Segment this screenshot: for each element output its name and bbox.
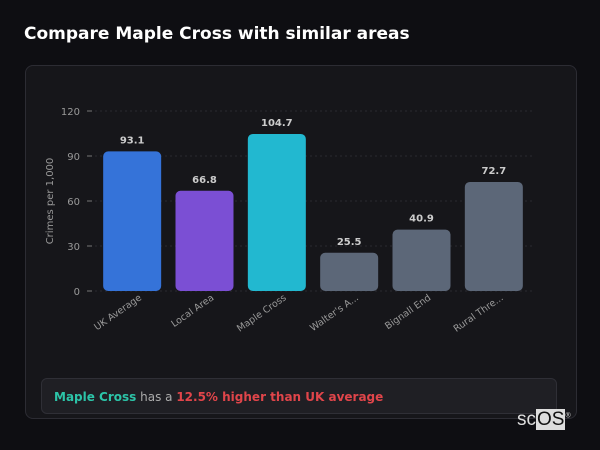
x-tick-label: Local Area [169,292,216,329]
note-text: has a [136,390,177,404]
bar [175,190,234,291]
bar [464,181,523,291]
page-title: Compare Maple Cross with similar areas [24,24,410,44]
x-tick-label: UK Average [92,292,144,333]
x-tick-label: Maple Cross [235,292,289,334]
comparison-note: Maple Cross has a 12.5% higher than UK a… [41,378,557,414]
x-tick-label: Rural Thre... [452,292,506,334]
y-tick-label: 60 [67,197,80,208]
data-label: 25.5 [337,237,362,248]
data-label: 72.7 [481,166,506,177]
x-tick-label: Walter's A... [308,292,361,334]
data-label: 104.7 [261,118,293,129]
y-tick-label: 0 [74,287,80,298]
data-label: 40.9 [409,214,434,225]
y-tick-label: 120 [61,107,80,118]
scos-logo: scOS® [517,409,571,430]
comparison-value: 12.5% higher than UK average [176,390,384,404]
x-tick-label: Bignall End [383,292,433,332]
y-axis-label: Crimes per 1,000 [45,158,56,245]
data-label: 66.8 [192,175,217,186]
bar [103,151,162,291]
bar [320,252,379,291]
y-tick-label: 90 [67,152,80,163]
bar [392,229,451,291]
y-tick-label: 30 [67,242,80,253]
area-name: Maple Cross [54,390,137,404]
data-label: 93.1 [120,135,145,146]
bar [247,133,306,291]
